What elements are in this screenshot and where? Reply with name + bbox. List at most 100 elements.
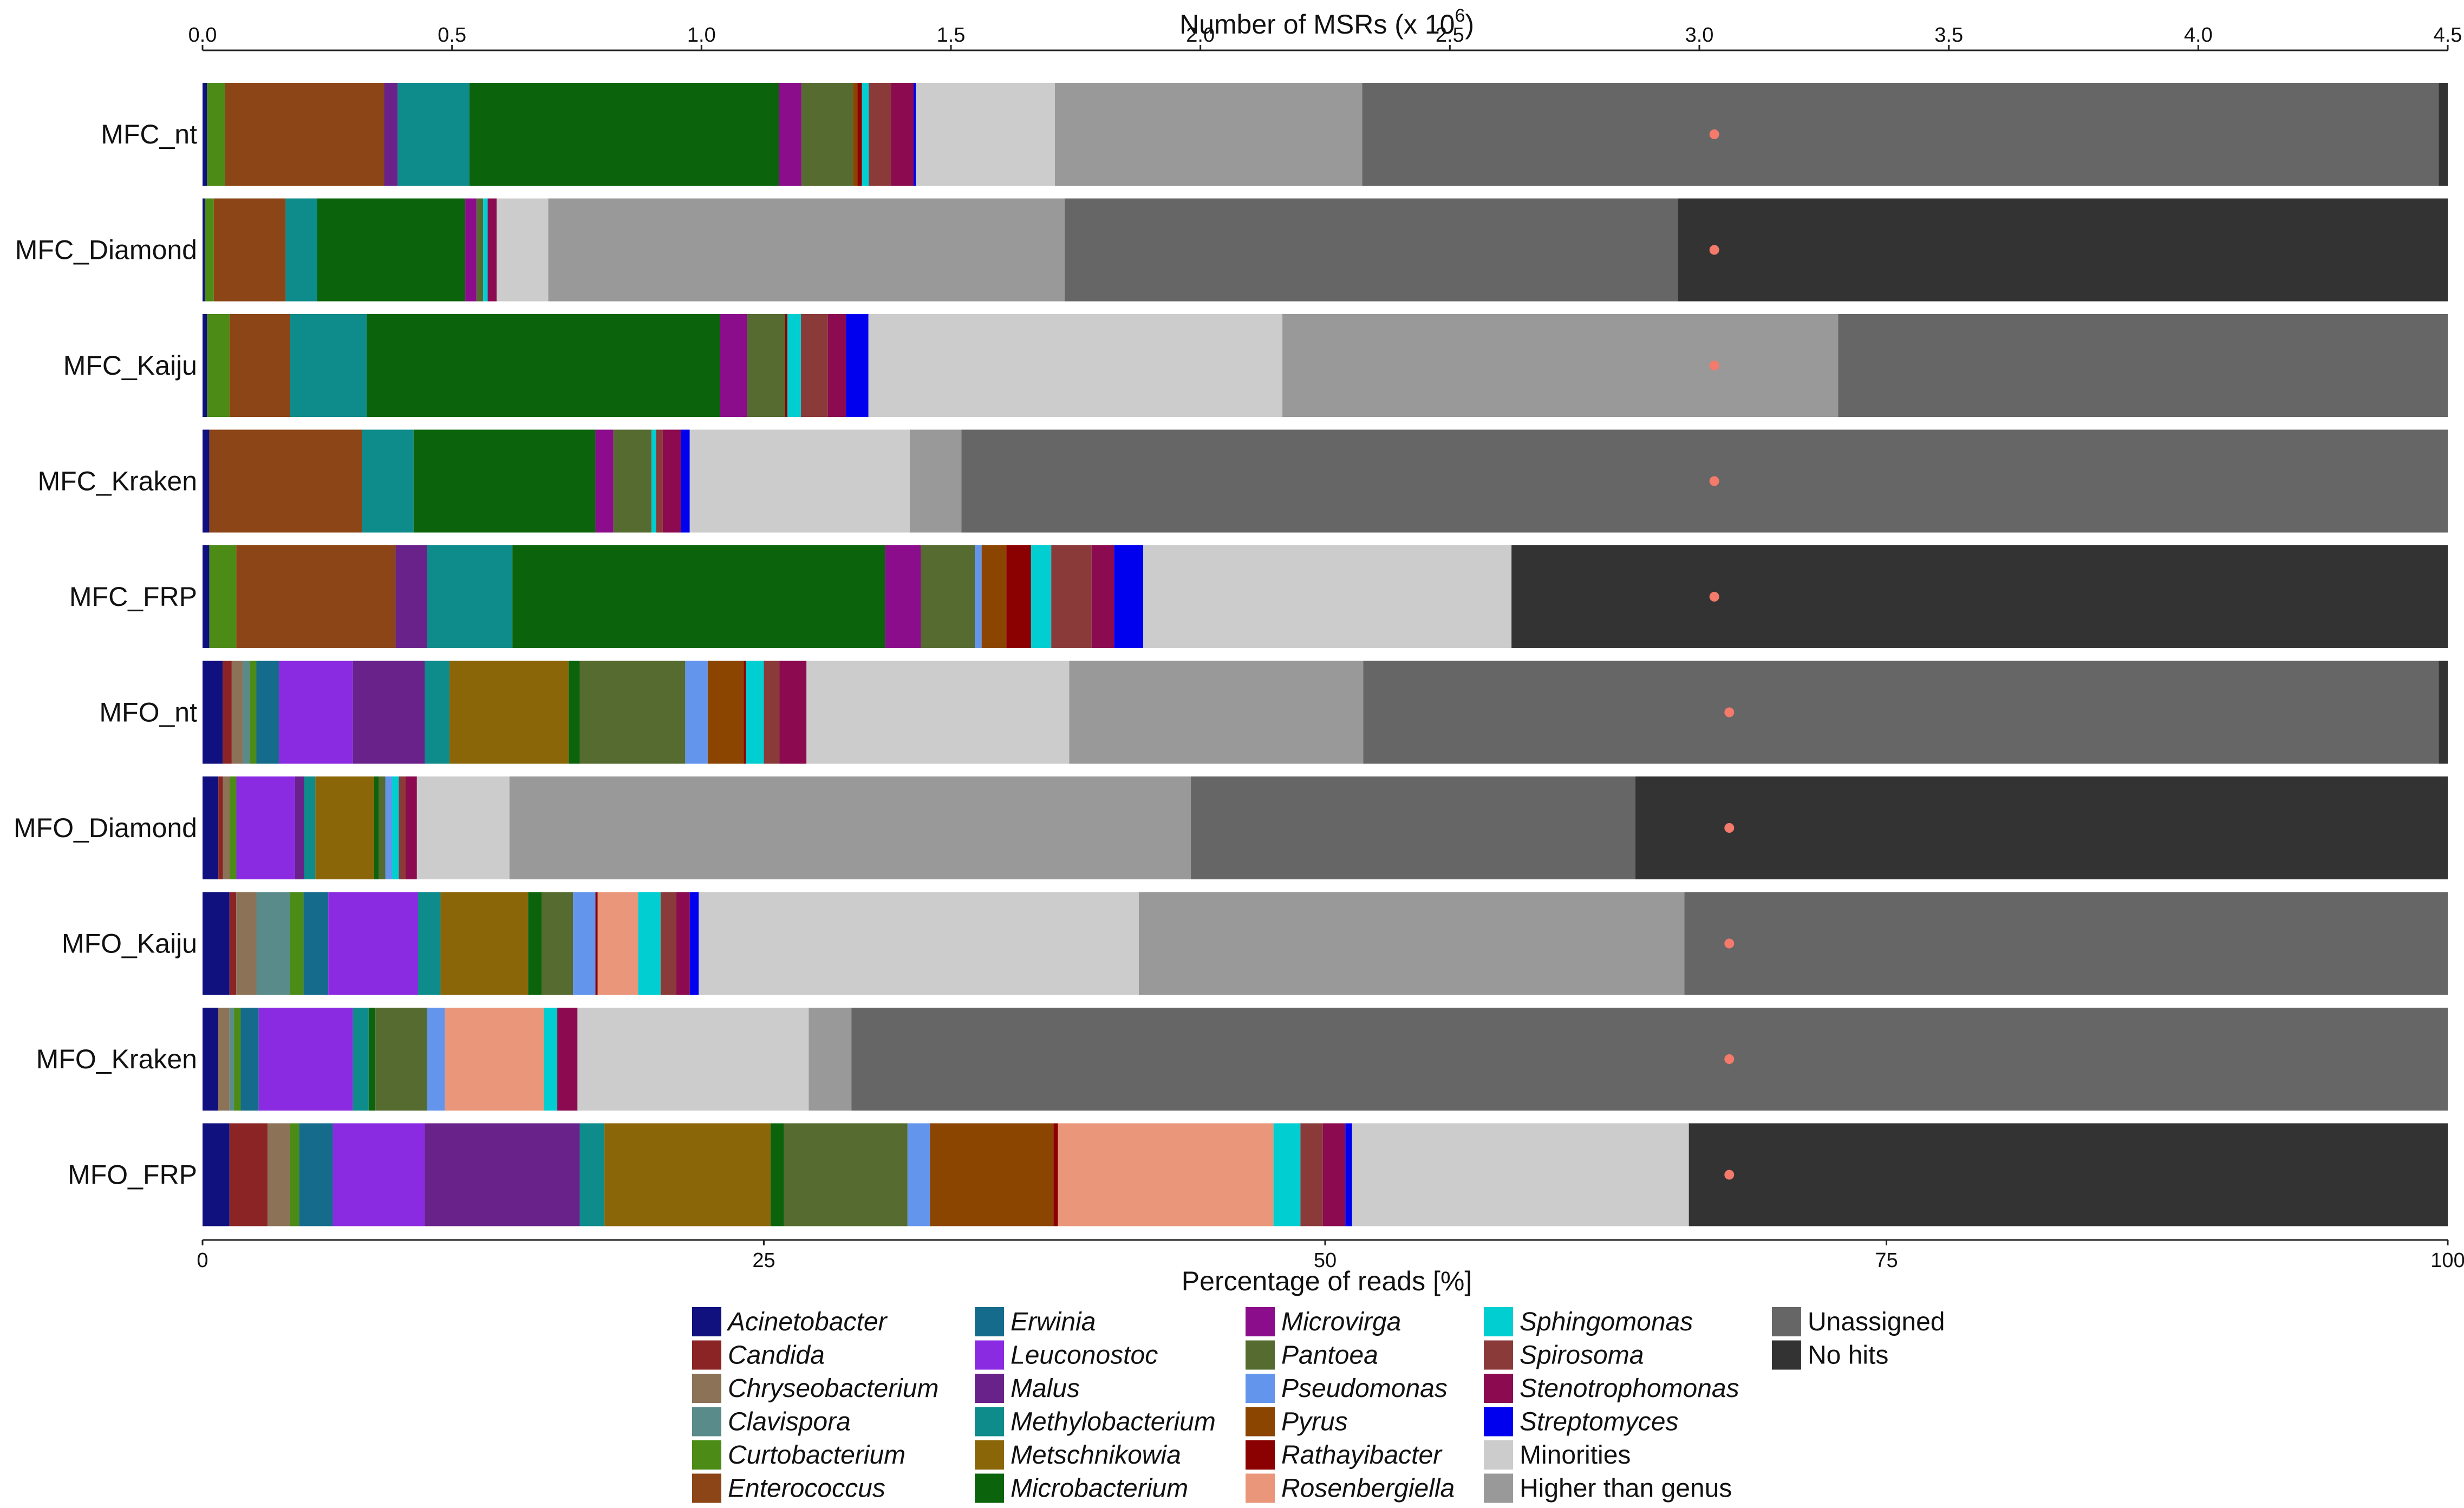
bar-segment-enterococcus <box>209 429 362 533</box>
bar-segment-pantoea <box>375 1008 427 1111</box>
legend-swatch <box>975 1307 1004 1336</box>
legend-swatch <box>1772 1340 1801 1370</box>
bar-segment-spirosoma <box>801 314 828 417</box>
legend-swatch <box>1246 1374 1275 1403</box>
bar-segment-pyrus <box>981 545 1007 648</box>
row-label: MFO_Kraken <box>36 1044 197 1074</box>
legend-label: Minorities <box>1520 1441 1631 1470</box>
bar-segment-curtobacterium <box>207 314 230 417</box>
bar-segment-methylobacterium <box>304 776 316 879</box>
msr-marker <box>1709 361 1719 370</box>
row-label: MFC_Kaiju <box>63 350 197 381</box>
bar-segment-higher-than-genus <box>1138 892 1685 995</box>
bottom-tick-label: 25 <box>752 1249 775 1272</box>
bar-segment-acinetobacter <box>203 1008 219 1111</box>
msr-marker <box>1724 1170 1735 1180</box>
bar-segment-pantoea <box>579 661 686 764</box>
bar-segment-pseudomonas <box>385 776 393 879</box>
legend-label: Acinetobacter <box>726 1308 888 1336</box>
legend-label: Metschnikowia <box>1011 1441 1181 1470</box>
bar-segment-malus <box>353 661 425 764</box>
row-labels: MFC_nt MFC_Diamond MFC_Kaiju MFC_Kraken MFC_… <box>14 119 197 1190</box>
bar-segment-methylobacterium <box>397 83 470 186</box>
legend-swatch <box>975 1440 1004 1470</box>
bar-segment-higher-than-genus <box>1054 83 1363 186</box>
bar-segment-pseudomonas <box>427 1008 445 1111</box>
legend-label: Unassigned <box>1808 1308 1945 1336</box>
legend-swatch <box>975 1374 1004 1403</box>
bar-segment-acinetobacter <box>203 314 207 417</box>
bar-segment-curtobacterium <box>290 892 304 995</box>
bar-MFC_nt <box>203 83 2448 186</box>
bar-segment-higher-than-genus <box>909 429 962 533</box>
bar-segment-unassigned <box>1363 661 2439 764</box>
bar-MFO_Kraken <box>203 1008 2448 1111</box>
legend-label: Pantoea <box>1281 1341 1378 1370</box>
legend: Acinetobacter Candida Chryseobacterium Clav… <box>692 1307 1945 1503</box>
row-label: MFO_FRP <box>68 1160 197 1190</box>
bar-segment-acinetobacter <box>203 1123 230 1226</box>
bar-segment-stenotrophomonas <box>557 1008 578 1111</box>
legend-item: Enterococcus <box>692 1473 885 1503</box>
legend-swatch <box>692 1340 721 1370</box>
bar-segment-acinetobacter <box>203 429 210 533</box>
bar-segment-streptomyces <box>689 892 699 995</box>
bar-segment-unassigned <box>1362 83 2439 186</box>
bar-segment-pantoea <box>476 198 484 302</box>
legend-item: Acinetobacter <box>692 1307 888 1336</box>
legend-item: Pseudomonas <box>1246 1374 1448 1403</box>
bar-segment-enterococcus <box>225 83 384 186</box>
bar-segment-streptomyces <box>1345 1123 1352 1226</box>
bar-segment-pantoea <box>921 545 975 648</box>
bar-segment-erwinia <box>256 661 279 764</box>
legend-label: Rosenbergiella <box>1281 1474 1455 1503</box>
bar-segment-methylobacterium <box>290 314 367 417</box>
legend-label: Higher than genus <box>1520 1474 1732 1503</box>
bar-segment-microbacterium <box>568 661 580 764</box>
bar-segment-leuconostoc <box>278 661 353 764</box>
bar-segment-malus <box>395 545 427 648</box>
legend-item: Stenotrophomonas <box>1484 1374 1739 1403</box>
legend-item: Erwinia <box>975 1307 1096 1336</box>
top-tick-label: 4.0 <box>2184 24 2213 47</box>
legend-label: Spirosoma <box>1520 1341 1644 1370</box>
legend-item: Rosenbergiella <box>1246 1473 1455 1503</box>
bar-segment-chryseobacterium <box>218 1008 230 1111</box>
bar-segment-leuconostoc <box>236 776 295 879</box>
legend-swatch <box>1772 1307 1801 1336</box>
bar-segment-leuconostoc <box>333 1123 425 1226</box>
bar-segment-methylobacterium <box>425 661 450 764</box>
msr-markers <box>1709 129 1735 1180</box>
bar-segment-no-hits <box>1677 198 2448 302</box>
top-tick-label: 2.5 <box>1436 24 1464 47</box>
legend-label: Stenotrophomonas <box>1520 1374 1739 1403</box>
bar-segment-enterococcus <box>229 314 291 417</box>
bar-MFC_FRP <box>203 545 2448 648</box>
bar-segment-leuconostoc <box>328 892 419 995</box>
bar-segment-chryseobacterium <box>268 1123 290 1226</box>
top-tick-label: 2.0 <box>1186 24 1215 47</box>
bar-segment-stenotrophomonas <box>676 892 690 995</box>
bar-segment-pantoea <box>542 892 573 995</box>
bar-segment-acinetobacter <box>203 83 207 186</box>
legend-label: Pseudomonas <box>1281 1374 1448 1403</box>
bar-segment-acinetobacter <box>203 198 205 302</box>
bar-segment-stenotrophomonas <box>406 776 417 879</box>
bar-segment-malus <box>384 83 398 186</box>
bar-segment-methylobacterium <box>362 429 414 533</box>
bar-segment-spirosoma <box>656 429 663 533</box>
bar-segment-rathayibacter <box>744 661 746 764</box>
msr-marker <box>1709 476 1719 486</box>
x-axis-label: Percentage of reads [%] <box>1182 1266 1472 1296</box>
legend-item: Clavispora <box>692 1407 851 1437</box>
legend-swatch <box>975 1473 1004 1503</box>
legend-label: Chryseobacterium <box>728 1374 938 1403</box>
bar-segment-minorities <box>416 776 510 879</box>
top-axis: 0.0 0.5 1.0 1.5 2.0 2.5 3.0 3.5 4.0 4.5 <box>188 24 2462 51</box>
legend-item: Methylobacterium <box>975 1407 1216 1437</box>
bar-segment-microbacterium <box>367 314 720 417</box>
bar-segment-spirosoma <box>1051 545 1092 648</box>
bar-segment-microbacterium <box>413 429 596 533</box>
msr-marker <box>1724 1054 1735 1064</box>
